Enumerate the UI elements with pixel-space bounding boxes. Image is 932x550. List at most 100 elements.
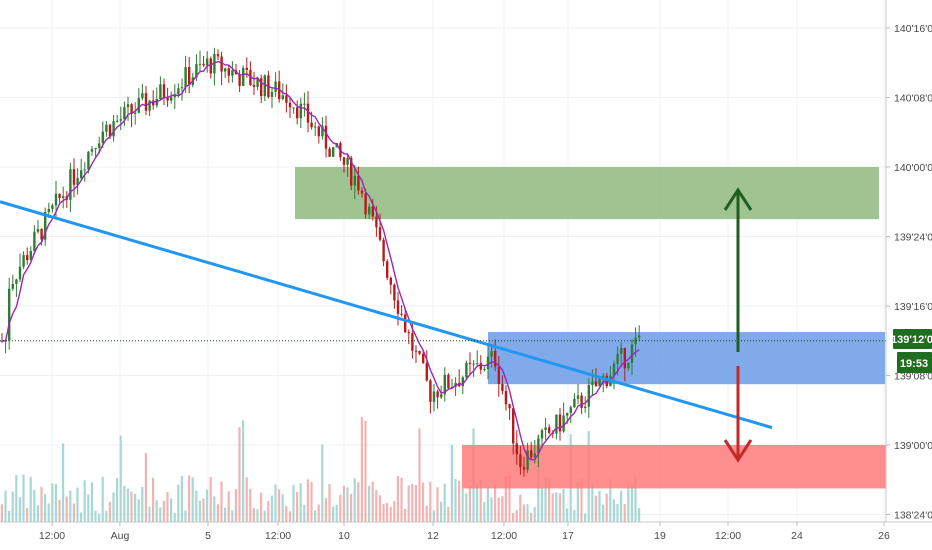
- volume-bar: [429, 481, 432, 522]
- candle-body: [526, 450, 529, 470]
- volume-bar: [324, 498, 327, 522]
- volume-bar: [486, 486, 489, 522]
- candle-body: [310, 122, 313, 128]
- volume-bar: [375, 490, 378, 522]
- candle-body: [612, 363, 616, 376]
- candle-body: [382, 239, 385, 262]
- volume-bar: [526, 504, 529, 522]
- candle-body: [436, 391, 439, 398]
- volume-bar: [634, 475, 637, 522]
- candle-body: [162, 84, 166, 99]
- candle-body: [569, 407, 572, 413]
- y-tick-label: 139'00'0: [894, 440, 932, 452]
- volume-bar: [306, 479, 309, 522]
- volume-bar: [497, 497, 500, 522]
- candle-body: [72, 169, 76, 185]
- candle-body: [479, 363, 482, 370]
- volume-bar: [116, 478, 119, 522]
- zone-current[interactable]: [488, 332, 885, 385]
- candle-body: [594, 381, 598, 387]
- volume-bar: [602, 504, 605, 522]
- candle-body: [173, 94, 176, 98]
- candle-body: [627, 362, 630, 369]
- volume-bar: [278, 489, 281, 522]
- volume-bar: [216, 504, 219, 522]
- candle-body: [90, 149, 94, 152]
- candle-body: [198, 63, 202, 65]
- candle-body: [483, 368, 486, 370]
- candle-body: [314, 126, 317, 128]
- volume-bar: [447, 506, 450, 522]
- volume-bar: [400, 477, 403, 522]
- x-tick-label: 24: [791, 530, 803, 542]
- candle-body: [209, 58, 212, 74]
- candle-body: [83, 169, 86, 171]
- volume-bar: [112, 492, 115, 522]
- candle-body: [62, 196, 65, 199]
- trendline[interactable]: [0, 200, 773, 430]
- volume-bar: [350, 493, 353, 522]
- volume-bar: [263, 510, 266, 522]
- candle-body: [465, 362, 468, 378]
- volume-bar: [227, 491, 230, 522]
- candle-body: [29, 251, 32, 261]
- volume-bar: [389, 506, 392, 522]
- volume-bar: [144, 453, 147, 522]
- grid-lines: [0, 0, 886, 522]
- volume-bar: [382, 503, 385, 522]
- candle-body: [76, 178, 79, 185]
- candle-body: [116, 120, 119, 122]
- volume-bar: [418, 428, 421, 522]
- zone-resistance[interactable]: [295, 167, 879, 220]
- candle-body: [537, 438, 540, 454]
- candle-body: [638, 335, 641, 338]
- candle-body: [555, 414, 558, 434]
- zone-support[interactable]: [462, 445, 886, 489]
- volume-bar: [260, 492, 263, 522]
- volume-bar: [11, 491, 14, 522]
- candle-body: [558, 414, 562, 432]
- volume-bar: [173, 512, 176, 522]
- volume-bar: [483, 502, 486, 522]
- candle-body: [0, 340, 4, 342]
- volume-bar: [166, 491, 169, 522]
- candle-body: [598, 378, 601, 387]
- candle-body: [508, 404, 511, 409]
- volume-bar: [267, 500, 270, 522]
- volume-bar: [540, 487, 543, 522]
- volume-bar: [551, 493, 554, 522]
- candle-body: [256, 78, 259, 87]
- volume-bar: [468, 486, 471, 522]
- current-price-badge-bg: [893, 329, 932, 349]
- volume-bar: [321, 444, 324, 522]
- volume-bar: [465, 493, 468, 522]
- volume-bar: [270, 495, 273, 522]
- volume-bar: [314, 510, 317, 522]
- candle-body: [58, 193, 61, 199]
- candle-body: [328, 148, 331, 157]
- volume-bar: [458, 480, 461, 522]
- candle-body: [440, 394, 443, 398]
- volume-bar: [177, 484, 180, 522]
- volume-bar: [425, 505, 428, 522]
- volume-bar: [47, 503, 50, 522]
- volume-bar: [44, 494, 47, 522]
- volume-bar: [584, 513, 587, 522]
- candle-body: [587, 384, 590, 407]
- volume-bar: [548, 479, 551, 522]
- volume-bar: [612, 499, 615, 522]
- y-tick-label: 139'24'0: [894, 232, 932, 244]
- candle-body: [490, 351, 493, 357]
- volume-bar: [623, 504, 626, 522]
- volume-bar: [213, 496, 216, 522]
- countdown-badge-bg: [897, 352, 932, 373]
- candle-body: [144, 93, 148, 111]
- candle-body: [94, 147, 97, 150]
- volume-bar: [504, 476, 507, 522]
- candle-body: [260, 78, 263, 97]
- candle-body: [360, 190, 364, 194]
- volume-bar: [76, 487, 79, 522]
- candle-body: [515, 443, 518, 455]
- candle-body: [375, 216, 378, 228]
